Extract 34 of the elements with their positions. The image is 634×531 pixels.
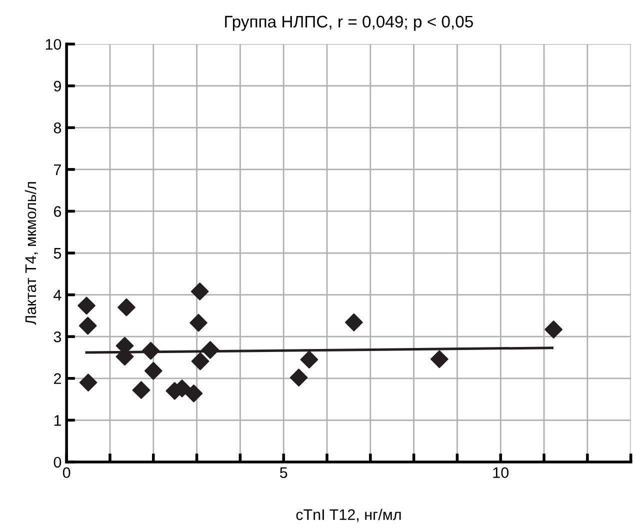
point xyxy=(300,350,318,368)
y-tick-label: 5 xyxy=(54,248,62,259)
point xyxy=(144,362,162,380)
point xyxy=(430,350,448,368)
point xyxy=(142,342,160,360)
chart-title: Группа НЛПС, r = 0,049; p < 0,05 xyxy=(225,16,473,31)
y-tick-label: 4 xyxy=(54,290,62,300)
point xyxy=(190,282,209,300)
x-tick-label: 0 xyxy=(62,467,70,478)
y-axis-title: Лактат Т4, мкмоль/л xyxy=(24,182,38,325)
point xyxy=(290,368,308,386)
point xyxy=(191,352,210,370)
y-tick-label: 0 xyxy=(54,456,62,468)
y-tick-label: 2 xyxy=(54,373,61,384)
point xyxy=(79,374,98,392)
point xyxy=(118,298,136,316)
y-tick-label: 8 xyxy=(54,122,62,134)
point xyxy=(190,314,208,332)
y-tick-label: 9 xyxy=(54,80,61,92)
point xyxy=(132,381,150,400)
y-tick-label: 10 xyxy=(46,38,62,50)
point xyxy=(78,316,97,335)
y-tick-label: 7 xyxy=(54,164,61,175)
x-axis-title: cTnI T12, нг/мл xyxy=(296,508,401,522)
point xyxy=(344,313,363,332)
x-tick-label: 5 xyxy=(280,467,288,478)
point xyxy=(544,320,562,338)
x-tick-label: 10 xyxy=(493,467,509,478)
y-tick-label: 6 xyxy=(54,206,62,217)
point xyxy=(78,296,96,315)
y-tick-label: 3 xyxy=(54,331,62,342)
y-tick-label: 1 xyxy=(54,415,61,426)
point xyxy=(201,341,220,359)
point xyxy=(184,384,203,402)
